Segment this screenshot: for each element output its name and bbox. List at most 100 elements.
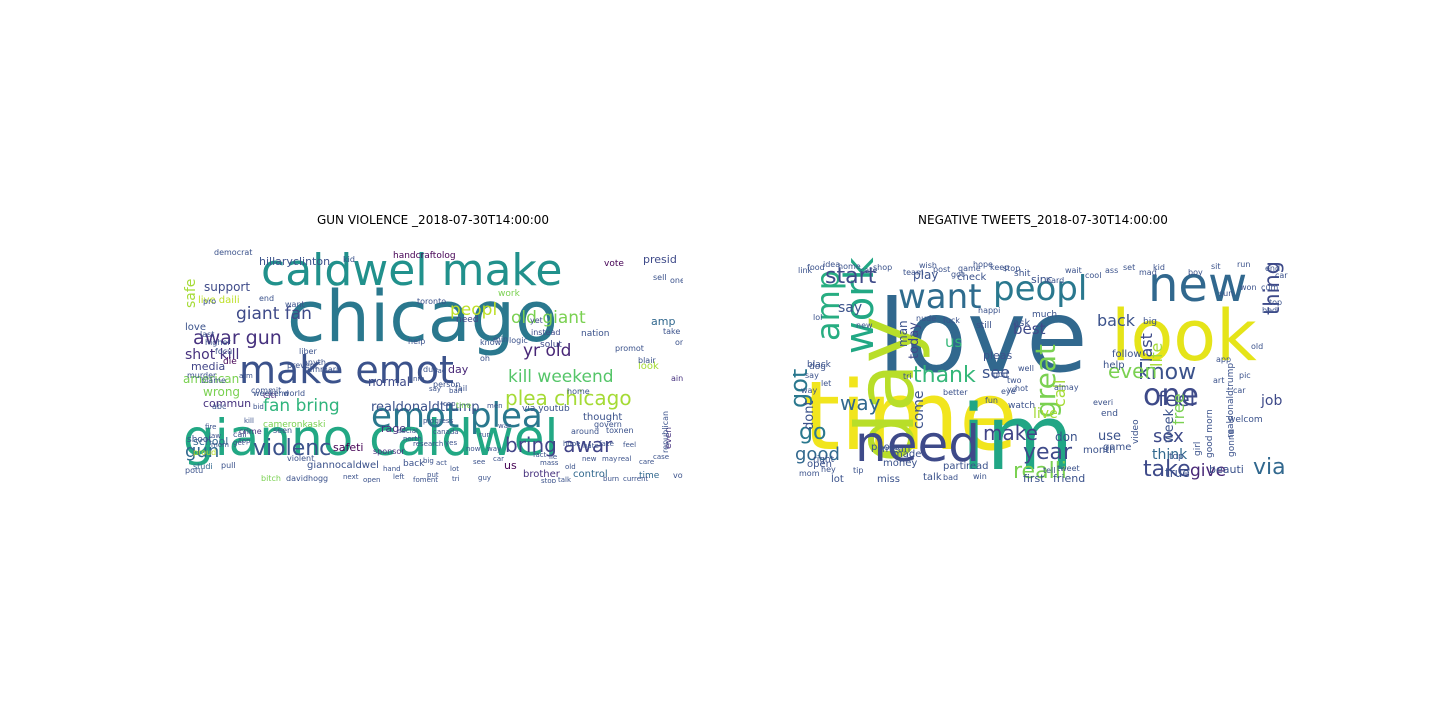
word-amp: amp: [651, 315, 675, 328]
word-tri: tri: [903, 372, 912, 381]
word-lot: lot: [450, 465, 459, 473]
word-anyth: anyth: [303, 358, 326, 367]
word-us: us: [945, 333, 963, 351]
word-seen: seen: [273, 426, 292, 435]
word-current: current: [623, 475, 649, 483]
word-nude: nude: [916, 314, 936, 323]
word-canada: canada: [433, 428, 459, 436]
word-focu: focu: [215, 347, 232, 356]
word-live: live: [1033, 406, 1058, 422]
word-way: way: [801, 386, 817, 395]
word-giant-fan: giant fan: [236, 304, 312, 324]
word-caldwel-make: caldwel make: [261, 245, 562, 296]
word-crime: crime: [239, 427, 262, 436]
word-know: know: [1138, 360, 1196, 385]
word-gianno-caldwel: gianno caldwel: [183, 409, 558, 467]
word-govern: govern: [594, 420, 622, 429]
word-face: face: [599, 440, 614, 448]
word-davidhogg: davidhogg: [286, 474, 328, 483]
panel-title: NEGATIVE TWEETS_2018-07-30T14:00:00: [918, 213, 1168, 227]
word-act: act: [436, 459, 447, 467]
word-pro: pro: [203, 297, 216, 306]
word-play: play: [913, 268, 938, 282]
word-bad: bad: [943, 473, 958, 482]
word-feel: feel: [1158, 387, 1195, 411]
word-help: help: [1103, 360, 1125, 371]
word-live-daili: live daili: [198, 295, 240, 306]
panel-title: GUN VIOLENCE _2018-07-30T14:00:00: [316, 213, 550, 227]
word-work: work: [837, 256, 883, 354]
word-top: top: [1169, 452, 1184, 462]
word-first: first: [1023, 472, 1045, 483]
word-wish: wish: [919, 261, 937, 270]
word-bad: bad: [433, 367, 446, 375]
word-law: law: [209, 432, 221, 440]
word-say: say: [838, 300, 862, 316]
word-fun: fun: [985, 396, 998, 405]
word-peopl: peopl: [450, 300, 497, 320]
word-link: link: [798, 266, 813, 275]
word-nation: nation: [581, 329, 609, 339]
word-mass: mass: [540, 459, 559, 467]
word-open: open: [363, 476, 380, 483]
word-safeti: safeti: [333, 441, 363, 454]
word-safe: safe: [183, 279, 199, 308]
word-feel: feel: [623, 441, 636, 449]
word-sex: sex: [1153, 426, 1184, 447]
word-sun: sun: [1219, 289, 1233, 298]
word-talk: talk: [923, 472, 942, 483]
word-idea: idea: [823, 260, 840, 269]
word-summari: summari: [303, 365, 338, 374]
word-sell: sell: [653, 273, 667, 282]
word-wait: wait: [1065, 266, 1082, 275]
word-car: car: [1233, 386, 1246, 395]
word-shot-kill: shot kill: [185, 347, 239, 363]
word-see: see: [982, 363, 1010, 382]
word-mom: mom: [799, 469, 820, 478]
word-toronto: toronto: [417, 297, 446, 306]
word-see: see: [473, 458, 485, 466]
word-ass: ass: [1105, 266, 1118, 275]
word-check: check: [957, 272, 986, 283]
word-hand: hand: [383, 465, 401, 473]
word-pull: pull: [221, 461, 236, 470]
wordcloud-image: chicago gianno caldwel caldwel make make em…: [183, 233, 683, 483]
word-dog: dog: [809, 362, 826, 372]
word-love: love: [878, 278, 1088, 395]
word-foment: foment: [413, 476, 438, 483]
wordcloud-panel-left: GUN VIOLENCE _2018-07-30T14:00:00 chicag…: [183, 213, 683, 483]
word-look: look: [638, 361, 659, 372]
word-parti: parti: [943, 461, 966, 472]
word-shit: shit: [1014, 269, 1031, 279]
word-lie: lie: [549, 453, 557, 461]
word-citi: citi: [263, 391, 276, 401]
word-arm: arm: [239, 372, 253, 380]
word-black: black: [807, 360, 832, 370]
wordcloud-image: love time im day look new need work amp want peopl…: [793, 233, 1293, 483]
word-new: new: [582, 455, 597, 463]
word-time: time: [639, 471, 660, 481]
word-mad: mad: [1139, 268, 1157, 277]
word-lol: lol: [813, 313, 822, 322]
word-food: food: [807, 263, 825, 272]
word-die: die: [223, 357, 237, 367]
word-car: car: [493, 455, 504, 463]
word-one: one: [675, 338, 683, 347]
wordcloud-svg: chicago gianno caldwel caldwel make make em…: [183, 245, 683, 483]
word-higher: higher: [205, 338, 231, 347]
word-promot: promot: [615, 344, 644, 353]
word-want: want: [285, 300, 305, 309]
word-give: give: [1190, 461, 1226, 481]
word-hillaryclinton: hillaryclinton: [259, 255, 330, 268]
word-got: got: [951, 270, 964, 279]
word-game: game: [1103, 442, 1131, 453]
word-real: real: [618, 455, 631, 463]
word-watch: watch: [1008, 401, 1035, 411]
word-run: run: [479, 431, 491, 439]
word-top: top: [239, 437, 251, 445]
word-run: run: [1237, 260, 1250, 269]
word-back: back: [403, 459, 425, 469]
word-even: even: [1108, 359, 1157, 383]
word-democrat: democrat: [214, 248, 252, 257]
